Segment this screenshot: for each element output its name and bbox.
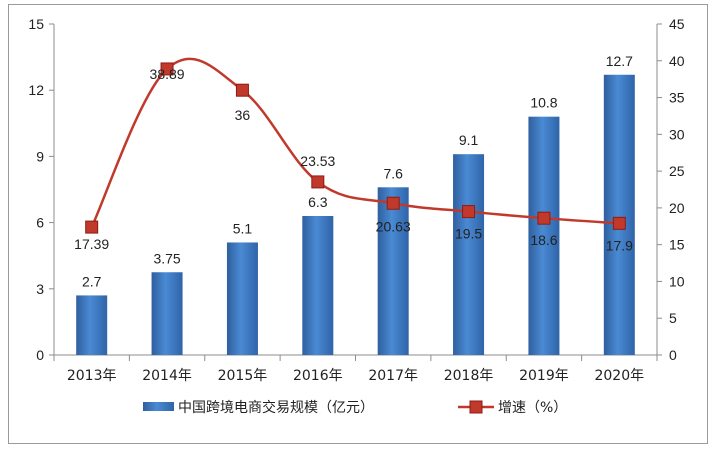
x-tick-label: 2014年 <box>142 368 192 384</box>
y-right-tick-label: 30 <box>669 126 685 142</box>
line-point-marker <box>160 62 174 76</box>
x-tick-label: 2016年 <box>293 368 343 384</box>
line-point-marker <box>462 205 476 219</box>
data-labels: 2.7 3.75 5.1 6.3 7.6 9.1 10.8 12.7 17.39 38.89 36 2… <box>74 53 633 290</box>
bar <box>151 272 183 355</box>
legend-line-label: 增速（%） <box>498 400 567 416</box>
y-left-tick-label: 15 <box>28 16 44 32</box>
y-right-tick-label: 15 <box>669 237 685 253</box>
x-tick-label: 2015年 <box>218 368 268 384</box>
y-left-tick-label: 9 <box>36 148 44 164</box>
line-point-marker <box>311 175 325 189</box>
line-value-label: 38.89 <box>150 66 185 82</box>
bar-value-label: 6.3 <box>308 194 328 210</box>
line-point-marker <box>235 83 249 97</box>
y-right-tick-label: 5 <box>669 310 677 326</box>
line-value-label: 36 <box>235 107 251 123</box>
line-value-label: 19.5 <box>455 226 482 242</box>
bar-value-label: 2.7 <box>82 273 102 289</box>
x-tick-label: 2017年 <box>368 368 418 384</box>
bar <box>603 74 635 356</box>
x-tick-label: 2013年 <box>67 368 117 384</box>
y-left-tick-label: 0 <box>36 347 44 363</box>
growth-line-series <box>85 57 626 234</box>
bar-series <box>76 74 635 356</box>
bar-value-label: 5.1 <box>233 220 253 236</box>
bar-value-label: 10.8 <box>530 95 557 111</box>
x-tick-label: 2018年 <box>444 368 494 384</box>
y-left-tick-label: 6 <box>36 215 44 231</box>
bar <box>453 154 485 355</box>
line-value-label: 20.63 <box>376 218 411 234</box>
bar-value-label: 3.75 <box>153 250 180 266</box>
legend-bar-label: 中国跨境电商交易规模（亿元） <box>178 399 374 416</box>
y-right-tick-label: 20 <box>669 200 685 216</box>
y-left-tick-label: 12 <box>28 82 44 98</box>
line-point-marker <box>612 216 626 230</box>
bar <box>377 187 409 355</box>
line-point-marker <box>386 196 400 210</box>
bar <box>528 116 560 356</box>
y-right-tick-label: 35 <box>669 90 685 106</box>
bar-value-label: 9.1 <box>459 132 479 148</box>
line-point-marker <box>85 220 99 234</box>
line-value-label: 17.9 <box>606 237 633 253</box>
x-tick-label: 2020年 <box>594 368 644 384</box>
chart-frame <box>8 4 708 444</box>
bar <box>302 215 334 355</box>
line-value-label: 18.6 <box>530 232 557 248</box>
y-right-tick-label: 0 <box>669 347 677 363</box>
legend: 中国跨境电商交易规模（亿元） 增速（%） <box>143 399 567 416</box>
x-tick-label: 2019年 <box>519 368 569 384</box>
line-value-label: 23.53 <box>300 153 335 169</box>
legend-bar-swatch <box>143 402 174 411</box>
y-right-tick-label: 45 <box>669 16 685 32</box>
bar <box>226 242 258 355</box>
y-right-tick-label: 10 <box>669 273 685 289</box>
bar <box>76 295 108 355</box>
y-left-tick-label: 3 <box>36 281 44 297</box>
bar-value-label: 12.7 <box>606 53 633 69</box>
bar-value-label: 7.6 <box>383 165 403 181</box>
line-point-marker <box>537 211 551 225</box>
y-right-tick-label: 40 <box>669 53 685 69</box>
line-value-label: 17.39 <box>74 236 109 252</box>
legend-line-marker <box>469 400 483 414</box>
y-right-tick-label: 25 <box>669 163 685 179</box>
